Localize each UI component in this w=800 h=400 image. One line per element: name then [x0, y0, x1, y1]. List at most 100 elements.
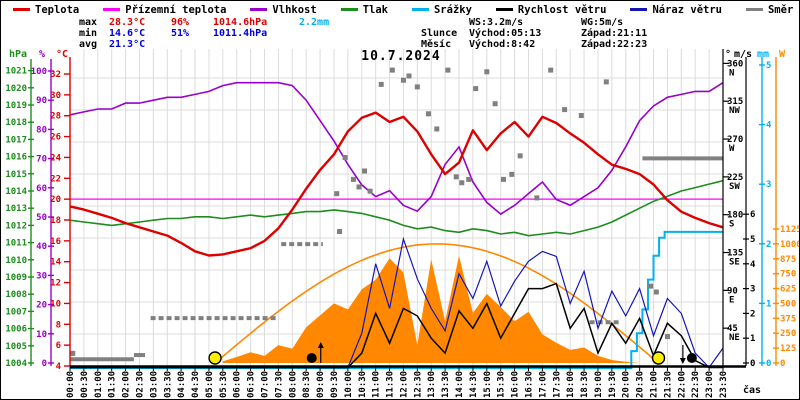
axis-tick-label: 30 — [50, 91, 61, 101]
axis-tick-label: 1016 — [5, 153, 27, 163]
axis-tick-label: 00:30 — [80, 371, 90, 398]
axis-tick-label: 1125 — [780, 225, 800, 235]
axis-tick-label: 17:00 — [538, 371, 548, 398]
axis-wind: m/s 0 1 2 3 4 5 6 — [734, 49, 756, 369]
stats-value: 2.2mm — [299, 17, 330, 28]
axis-tick-label: 225 — [727, 173, 743, 183]
axis-tick-label: 750 — [780, 270, 796, 280]
axis-tick-label: W — [729, 144, 735, 154]
axis-tick-label: 1011 — [5, 239, 27, 249]
axis-tick-label: 0 — [780, 359, 785, 369]
legend-item: Tlak — [340, 4, 388, 16]
stats-value: 28.3°C — [109, 17, 146, 28]
axis-tick-label: 10:00 — [344, 371, 354, 398]
axis-tick-label: 11:30 — [386, 371, 396, 398]
stats-value: 96% — [171, 17, 190, 28]
axis-tick-label: 19:30 — [608, 371, 618, 398]
axis-tick-label: °C — [56, 49, 68, 60]
legend-label: Teplota — [35, 4, 80, 16]
axis-tick-label: 875 — [780, 255, 796, 265]
axis-tick-label: 50 — [36, 213, 47, 223]
axis-tick-label: 360 — [727, 59, 743, 69]
sun-moon-row: Slunce Východ:05:13 Západ:21:11 — [421, 28, 647, 39]
axis-tick-label: 1021 — [5, 67, 27, 77]
axis-tick-label: 8 — [56, 320, 61, 330]
sun-moon-cell: Měsíc — [421, 39, 452, 50]
series-pressure — [69, 179, 724, 237]
axis-tick-label: 06:30 — [247, 371, 257, 398]
axis-tick-label: 18:30 — [580, 371, 590, 398]
axis-tick-label: 1007 — [5, 307, 27, 317]
axis-tick-label: NW — [729, 106, 740, 116]
moonset-moon-icon — [686, 353, 697, 363]
axis-tick-label: 1005 — [5, 342, 27, 352]
axis-tick-label: 02:00 — [122, 371, 132, 398]
axis-tick-label: 1017 — [5, 135, 27, 145]
axis-tick-label: 20:00 — [622, 371, 632, 398]
axis-tick-label: 19:00 — [594, 371, 604, 398]
axis-tick-label: 4 — [750, 260, 756, 270]
axis-time: 00:00 00:30 01:00 01:30 02:00 02:30 03:00 03:30… — [66, 366, 761, 398]
axis-tick-label: 16:00 — [511, 371, 521, 398]
axis-tick-label: 1013 — [5, 204, 27, 214]
axis-tick-label: 24 — [50, 153, 61, 163]
legend: Teplota Přízemní teplota Vlhkost Tlak Srážky… — [13, 4, 799, 16]
axis-tick-label: 15:00 — [483, 371, 493, 398]
axis-tick-label: 32 — [50, 70, 61, 80]
axis-tick-label: 03:00 — [149, 371, 159, 398]
axis-tick-label: 14 — [50, 258, 61, 268]
axis-tick-label: 1020 — [5, 84, 27, 94]
axis-tick-label: 1015 — [5, 170, 27, 180]
stats-row-label: max — [79, 17, 98, 28]
axis-tick-label: ° — [725, 49, 731, 60]
axis-tick-label: 18:00 — [566, 371, 576, 398]
chart-title: 10.7.2024 — [361, 49, 441, 64]
legend-color-dash — [250, 7, 268, 11]
axis-tick-label: S — [729, 220, 734, 230]
stats-row: avg 21.3°C — [79, 39, 359, 50]
axis-tick-label: 4 — [56, 362, 62, 372]
axis-tick-label: 315 — [727, 97, 743, 107]
axis-tick-label: 270 — [727, 135, 743, 145]
legend-color-dash — [411, 7, 429, 11]
axis-rain: mm 0 1 2 3 4 5 — [757, 49, 772, 369]
axis-tick-label: 09:30 — [330, 371, 340, 398]
legend-label: Směr větru — [767, 4, 799, 16]
axis-tick-label: 18 — [50, 216, 61, 226]
axis-radiation: W 0 125 250 375 500 625 750 875 1000 1125 — [773, 49, 800, 369]
axis-tick-label: 40 — [36, 242, 47, 252]
axis-tick-label: 23:00 — [705, 371, 715, 398]
axis-tick-label: 17:30 — [552, 371, 562, 398]
stats-value: 21.3°C — [109, 39, 146, 50]
axis-tick-label: 09:00 — [316, 371, 326, 398]
axis-tick-label: 06:00 — [233, 371, 243, 398]
axis-tick-label: 90 — [727, 286, 738, 296]
stats-row: max 28.3°C 96% 1014.6hPa 2.2mm — [79, 17, 359, 28]
series-radiation-envelope — [214, 243, 654, 364]
axis-tick-label: 3 — [766, 180, 771, 190]
series-precipitation — [70, 230, 723, 369]
axis-tick-label: NE — [729, 333, 740, 343]
axis-tick-label: 1018 — [5, 118, 27, 128]
axis-tick-label: 21:30 — [663, 371, 673, 398]
axis-tick-label: 04:30 — [191, 371, 201, 398]
series-wind-direction — [70, 67, 723, 362]
axis-tick-label: 15:30 — [497, 371, 507, 398]
series-humidity — [69, 81, 724, 216]
axis-tick-label: 80 — [36, 125, 47, 135]
sun-moon-cell: Západ:22:23 — [581, 39, 648, 50]
axis-tick-label: 45 — [727, 324, 738, 334]
axis-tick-label: 01:00 — [94, 371, 104, 398]
axis-tick-label: hPa — [9, 49, 27, 60]
stats-sun-moon-wind: WS:3.2m/s WG:5m/s Slunce Východ:05:13 Západ:… — [421, 17, 647, 50]
axis-tick-label: 02:30 — [136, 371, 146, 398]
series-temperature — [69, 111, 724, 257]
axis-tick-label: 5 — [766, 61, 771, 71]
legend-color-dash — [630, 7, 648, 11]
legend-color-dash — [13, 7, 30, 11]
axis-tick-label: 20 — [50, 195, 61, 205]
axis-tick-label: 12 — [50, 279, 61, 289]
axis-humidity: % 0 10 20 30 40 50 60 70 80 90 100 — [31, 49, 54, 369]
axis-tick-label: 4 — [766, 121, 772, 131]
